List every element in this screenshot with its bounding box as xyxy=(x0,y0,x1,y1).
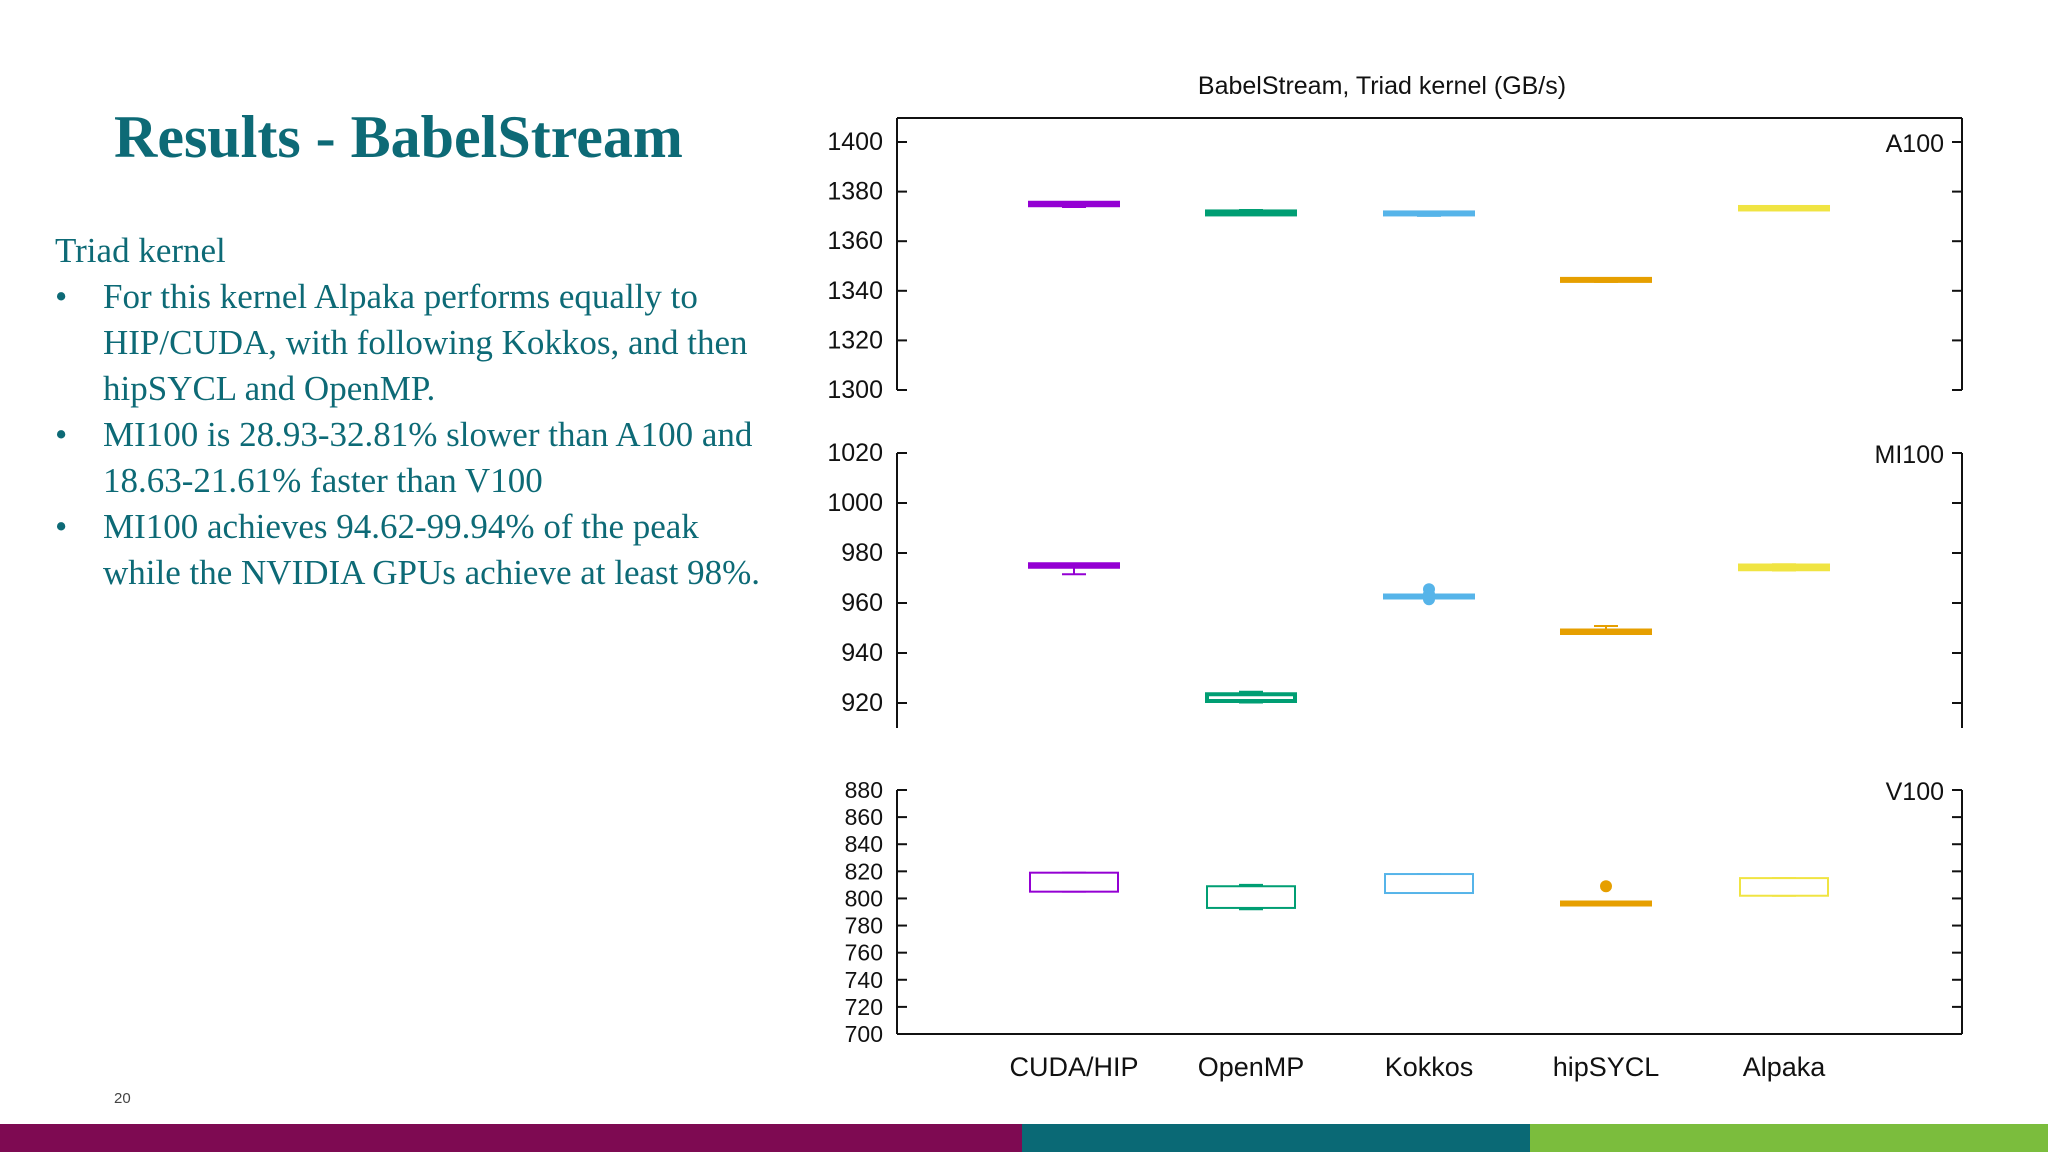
y-tick-label: 960 xyxy=(841,589,883,617)
y-tick-label: 1020 xyxy=(827,439,883,467)
panel-mi100: 920 940 960 980 1000 1020 MI100 xyxy=(827,439,1963,728)
footer-bar-middle xyxy=(1022,1124,1530,1152)
box-alpaka xyxy=(1739,877,1829,897)
panel-label: A100 xyxy=(1886,130,1944,158)
outlier-point xyxy=(1423,583,1435,596)
x-tick-label: hipSYCL xyxy=(1553,1052,1660,1082)
x-tick-label: OpenMP xyxy=(1198,1052,1305,1082)
outlier-point xyxy=(1600,880,1612,893)
box-alpaka xyxy=(1738,204,1830,212)
y-tick-label: 700 xyxy=(845,1021,883,1047)
slide-title: Results - BabelStream xyxy=(114,104,683,170)
y-tick-label: 1380 xyxy=(827,178,883,206)
box-cuda-hip xyxy=(1029,871,1119,893)
bullet-item: MI100 achieves 94.62-99.94% of the peak … xyxy=(55,504,775,596)
box-rect xyxy=(1384,873,1474,895)
y-tick-label: 840 xyxy=(845,831,883,857)
box-rect xyxy=(1560,628,1652,635)
box-rect xyxy=(1028,200,1120,208)
slide-body: Triad kernel For this kernel Alpaka perf… xyxy=(55,228,775,596)
box-rect xyxy=(1560,276,1652,283)
box-openmp xyxy=(1205,208,1297,217)
box-openmp xyxy=(1205,690,1297,704)
box-openmp xyxy=(1206,883,1296,911)
box-rect xyxy=(1383,210,1475,217)
x-tick-label: Alpaka xyxy=(1743,1052,1827,1082)
y-tick-label: 1400 xyxy=(827,128,883,156)
page-number: 20 xyxy=(114,1090,131,1107)
box-hipsycl xyxy=(1560,880,1652,907)
panel-a100: 1300 1320 1340 1360 1380 1400 A100 xyxy=(827,117,1963,404)
y-tick-label: 980 xyxy=(841,539,883,567)
panel-label: V100 xyxy=(1886,778,1944,806)
bullet-item: MI100 is 28.93-32.81% slower than A100 a… xyxy=(55,412,775,504)
y-tick-label: 940 xyxy=(841,639,883,667)
box-rect xyxy=(1738,204,1830,212)
y-tick-label: 760 xyxy=(845,940,883,966)
babelstream-chart: BabelStream, Triad kernel (GB/s) 1300 132… xyxy=(827,72,1963,1082)
box-rect xyxy=(1205,209,1297,217)
y-tick-label: 1000 xyxy=(827,489,883,517)
y-tick-label: 720 xyxy=(845,994,883,1020)
box-hipsycl xyxy=(1560,276,1652,283)
box-cuda-hip xyxy=(1028,562,1120,576)
x-axis-labels: CUDA/HIP OpenMP Kokkos hipSYCL Alpaka xyxy=(1009,1052,1826,1082)
box-kokkos xyxy=(1383,583,1475,606)
y-tick-label: 860 xyxy=(845,804,883,830)
x-tick-label: Kokkos xyxy=(1385,1052,1474,1082)
y-tick-label: 820 xyxy=(845,858,883,884)
y-tick-label: 1360 xyxy=(827,227,883,255)
box-rect xyxy=(1028,562,1120,569)
box-rect xyxy=(1560,900,1652,907)
footer-bar-left xyxy=(0,1124,1022,1152)
y-tick-label: 780 xyxy=(845,913,883,939)
y-tick-label: 1320 xyxy=(827,326,883,354)
y-tick-label: 740 xyxy=(845,967,883,993)
box-rect xyxy=(1029,871,1119,893)
bullet-item: For this kernel Alpaka performs equally … xyxy=(55,274,775,412)
box-cuda-hip xyxy=(1028,200,1120,208)
box-hipsycl xyxy=(1560,625,1652,635)
chart-panels: 1300 1320 1340 1360 1380 1400 A100 920 940 960 980… xyxy=(827,117,1963,1047)
y-tick-label: 800 xyxy=(845,885,883,911)
box-rect xyxy=(1205,692,1297,703)
x-tick-label: CUDA/HIP xyxy=(1009,1052,1138,1082)
y-tick-label: 1340 xyxy=(827,277,883,305)
y-tick-label: 1300 xyxy=(827,376,883,404)
box-alpaka xyxy=(1738,563,1830,572)
box-rect xyxy=(1206,885,1296,909)
subheading: Triad kernel xyxy=(55,231,226,270)
box-rect xyxy=(1739,877,1829,897)
box-kokkos xyxy=(1384,873,1474,895)
bullet-list: For this kernel Alpaka performs equally … xyxy=(55,274,775,596)
y-tick-label: 880 xyxy=(845,777,883,803)
box-rect xyxy=(1738,563,1830,572)
box-kokkos xyxy=(1383,210,1475,217)
footer-bar-right xyxy=(1530,1124,2048,1152)
y-tick-label: 920 xyxy=(841,689,883,717)
panel-label: MI100 xyxy=(1875,441,1944,469)
chart-title: BabelStream, Triad kernel (GB/s) xyxy=(1198,72,1566,100)
